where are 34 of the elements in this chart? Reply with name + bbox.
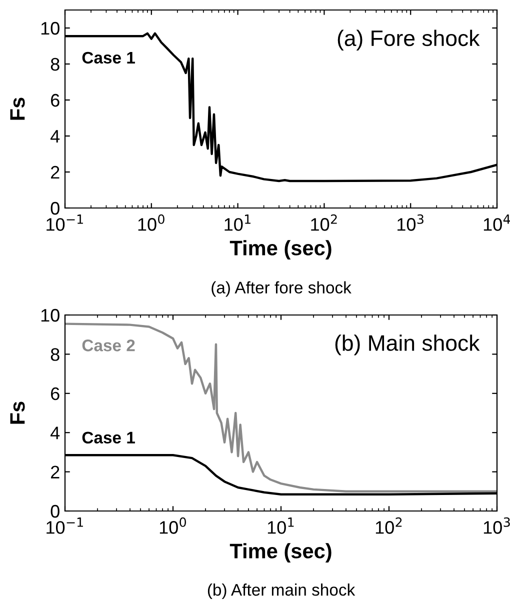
text: (a) Fore shock bbox=[338, 30, 480, 51]
y-tick-label: 6 bbox=[51, 94, 60, 107]
x-tick-label: 10$^{3}$ bbox=[484, 517, 510, 534]
x-tick-label: 10$^{−1}$ bbox=[46, 518, 83, 534]
y-tick-label: 6 bbox=[51, 387, 60, 400]
y-tick-label: 8 bbox=[50, 348, 60, 361]
y-tick-label: 10 bbox=[41, 22, 60, 35]
x-axis-title: Time (sec) bbox=[230, 240, 332, 260]
x-axis-title: Time (sec) bbox=[230, 543, 332, 563]
y-tick-label: 2 bbox=[51, 166, 60, 179]
x-tick-label: 10$^{1}$ bbox=[224, 214, 250, 231]
x-tick-label: 10$^{1}$ bbox=[268, 518, 294, 534]
y-tick-label: 0 bbox=[50, 202, 60, 215]
x-tick-label: 10$^{0}$ bbox=[160, 517, 186, 534]
x-tick-label: 10$^{3}$ bbox=[398, 214, 424, 231]
y-tick-label: 4 bbox=[50, 426, 60, 440]
x-tick-label: 10$^{−1}$ bbox=[46, 214, 83, 231]
series-label: Case 1 bbox=[82, 432, 135, 444]
x-tick-label: 10$^{2}$ bbox=[376, 517, 402, 534]
series-label: Case 2 bbox=[82, 340, 135, 352]
y-tick-label: 2 bbox=[51, 466, 60, 478]
x-tick-label: 10$^{4}$ bbox=[484, 214, 510, 231]
text: (a) After fore shock bbox=[212, 281, 352, 297]
x-tick-label: 10$^{0}$ bbox=[138, 214, 164, 231]
series-label: Case 1 bbox=[82, 52, 135, 64]
y-axis-title: Fs bbox=[10, 98, 25, 120]
text: (b) Main shock bbox=[335, 334, 480, 356]
y-tick-label: 4 bbox=[50, 130, 60, 143]
y-tick-label: 10 bbox=[41, 308, 60, 322]
y-axis-title: Fs bbox=[10, 402, 25, 424]
text: (b) After main shock bbox=[208, 584, 356, 600]
y-tick-label: 8 bbox=[50, 58, 60, 71]
y-tick-label: 0 bbox=[50, 504, 60, 518]
x-tick-label: 10$^{2}$ bbox=[311, 214, 337, 231]
